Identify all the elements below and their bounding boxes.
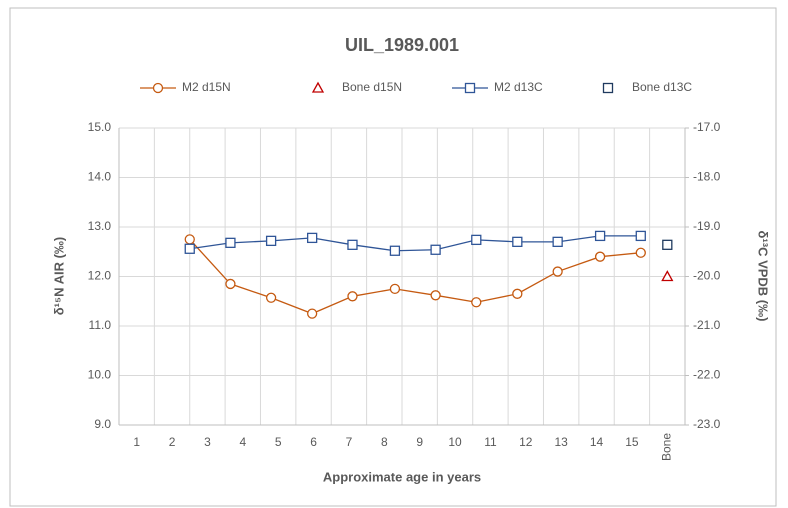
marker <box>661 270 674 282</box>
marker <box>389 245 401 256</box>
x-tick-label: 14 <box>590 435 604 449</box>
marker <box>635 247 646 258</box>
y2-tick-label: -18.0 <box>693 170 721 184</box>
y2-tick-label: -21.0 <box>693 318 721 332</box>
marker <box>347 239 358 250</box>
y-tick-label: 13.0 <box>88 219 112 233</box>
legend-label: M2 d13C <box>494 80 543 94</box>
x-tick-label: 1 <box>133 435 140 449</box>
x-tick-label: 15 <box>625 435 639 449</box>
y2-tick-label: -17.0 <box>693 120 721 134</box>
series-line <box>189 238 641 315</box>
marker <box>347 291 358 302</box>
marker <box>225 278 236 290</box>
y-tick-label: 10.0 <box>88 368 112 382</box>
legend-label: Bone d15N <box>342 80 402 94</box>
x-tick-label: 12 <box>519 435 533 449</box>
legend-marker <box>152 82 164 94</box>
marker <box>184 243 195 254</box>
marker <box>552 266 563 277</box>
series-line <box>189 235 641 252</box>
x-tick-label: 5 <box>275 435 282 449</box>
legend-marker <box>311 81 325 93</box>
x-tick-label: 9 <box>416 435 423 449</box>
marker <box>430 290 441 301</box>
marker <box>306 308 318 319</box>
chart-title: UIL_1989.001 <box>345 35 459 55</box>
y2-tick-label: -23.0 <box>693 417 721 431</box>
marker <box>512 288 523 299</box>
y2-axis-title: δ¹³C VPDB (‰) <box>756 231 771 322</box>
legend-marker <box>602 82 614 94</box>
x-tick-label: 3 <box>204 435 211 449</box>
legend-marker <box>464 82 476 94</box>
y-axis-title: δ¹⁵N AIR (‰) <box>51 237 66 316</box>
x-tick-label: 10 <box>448 435 462 449</box>
y-tick-label: 11.0 <box>89 318 112 332</box>
y-tick-label: 14.0 <box>88 170 112 184</box>
marker <box>662 239 673 250</box>
legend-label: M2 d15N <box>182 80 231 94</box>
marker <box>265 235 277 247</box>
marker <box>471 297 482 308</box>
x-tick-label: 4 <box>239 435 246 449</box>
y2-tick-label: -20.0 <box>693 269 721 283</box>
y-tick-label: 15.0 <box>88 120 112 134</box>
y2-tick-label: -22.0 <box>693 368 721 382</box>
x-tick-label: 7 <box>346 435 353 449</box>
y-tick-label: 12.0 <box>88 269 112 283</box>
legend-label: Bone d13C <box>632 80 692 94</box>
x-tick-label: 8 <box>381 435 388 449</box>
marker <box>225 237 236 248</box>
chart-frame <box>9 7 777 507</box>
x-tick-label: 6 <box>310 435 317 449</box>
x-tick-label: 2 <box>169 435 176 449</box>
marker <box>552 236 563 248</box>
marker <box>389 283 401 295</box>
x-tick-label: Bone <box>659 433 673 461</box>
marker <box>265 292 277 303</box>
marker <box>635 230 646 242</box>
marker <box>430 244 441 255</box>
x-tick-label: 11 <box>484 435 497 449</box>
y-tick-label: 9.0 <box>94 417 111 431</box>
marker <box>184 234 195 245</box>
marker <box>306 232 318 244</box>
x-axis-title: Approximate age in years <box>323 469 481 484</box>
marker <box>594 230 606 242</box>
marker <box>471 234 482 246</box>
y2-tick-label: -19.0 <box>693 219 721 233</box>
x-tick-label: 13 <box>555 435 569 449</box>
marker <box>594 251 606 262</box>
marker <box>512 236 523 248</box>
